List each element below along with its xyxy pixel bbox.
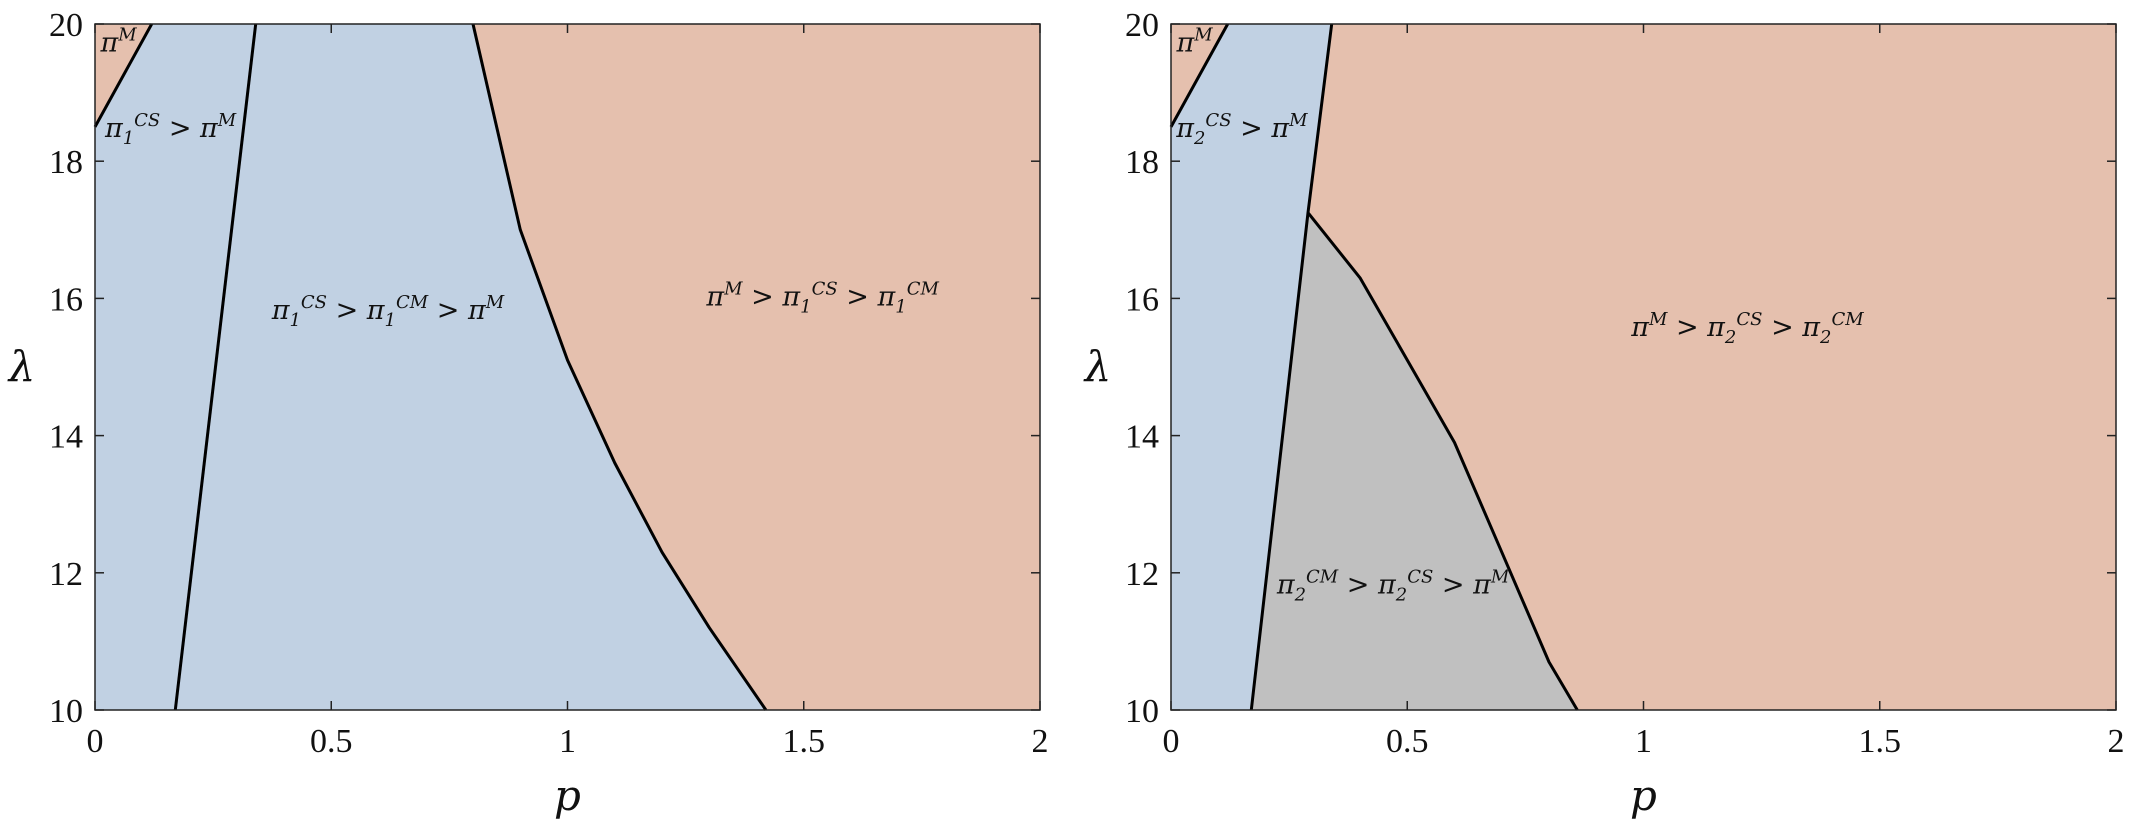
boundary-curve-0: [1169, 23, 1230, 128]
region-piM_gt_pi2CS_gt_pi2CM: [1308, 24, 2116, 710]
x-tick-label: 1: [559, 723, 576, 760]
x-tick-label: 2: [2108, 723, 2125, 760]
y-tick-label: 20: [1125, 7, 1159, 44]
y-tick-label: 10: [49, 693, 83, 730]
boundary-curve-1: [173, 23, 258, 711]
boundary-curve-2: [1306, 211, 1579, 711]
y-tick-label: 18: [49, 144, 83, 181]
y-tick-label: 10: [1125, 693, 1159, 730]
x-tick-label: 0: [87, 723, 104, 760]
x-tick-label: 1.5: [783, 723, 826, 760]
x-tick-label: 1: [1635, 723, 1652, 760]
region-piM_gt_pi1CS_gt_pi1CM: [473, 24, 1040, 710]
x-axis-label: p: [554, 771, 581, 820]
region-pi2CS_gt_piM: [1171, 24, 1332, 710]
region-label-pi_M_topleft: πM: [100, 24, 138, 58]
region-label-pi2CM_gt_pi2CS_gt_piM: π2CM > π2CS > πM: [1276, 566, 1510, 605]
y-axis-label: λ: [7, 342, 36, 391]
region-label-pi2CS_gt_piM: π2CS > πM: [1175, 110, 1308, 149]
chart-right: 0 0.5 1 1.5 2 10 12 14 16 18 20 p λ πM π2CS > πM π2CM >…: [1076, 0, 2152, 833]
y-tick-label: 12: [1125, 556, 1159, 593]
y-tick-label: 20: [49, 7, 83, 44]
x-axis-label: p: [1630, 771, 1657, 820]
region-label-piM_gt_pi2CS_gt_pi2CM: πM > π2CS > π2CM: [1630, 309, 1864, 348]
region-pi1CS_gt_piM: [95, 24, 256, 710]
y-axis-label: λ: [1083, 342, 1112, 391]
y-tick-label: 14: [49, 419, 83, 456]
x-tick-label: 0.5: [310, 723, 353, 760]
region-label-pi1CS_gt_pi1CM_gt_piM: π1CS > π1CM > πM: [271, 292, 505, 331]
y-tick-label: 14: [1125, 419, 1159, 456]
x-tick-label: 1.5: [1859, 723, 1902, 760]
region-pi1CS_gt_pi1CM_gt_piM: [175, 24, 766, 710]
boundary-curve-0: [93, 23, 154, 128]
y-tick-label: 16: [49, 281, 83, 318]
boundary-curve-2: [471, 23, 768, 711]
region-label-pi1CS_gt_piM: π1CS > πM: [104, 110, 237, 149]
y-tick-label: 16: [1125, 281, 1159, 318]
chart-left-svg: 0 0.5 1 1.5 2 10 12 14 16 18 20 p λ πM π1CS > πM π1CS >…: [7, 7, 1049, 820]
chart-right-svg: 0 0.5 1 1.5 2 10 12 14 16 18 20 p λ πM π2CS > πM π2CM >…: [1083, 7, 2125, 820]
region-label-pi_M_topleft: πM: [1176, 24, 1214, 58]
x-tick-label: 0: [1163, 723, 1180, 760]
y-tick-label: 18: [1125, 144, 1159, 181]
x-tick-label: 2: [1032, 723, 1049, 760]
x-tick-label: 0.5: [1386, 723, 1429, 760]
chart-left: 0 0.5 1 1.5 2 10 12 14 16 18 20 p λ πM π1CS > πM π1CS >…: [7, 7, 1049, 820]
y-tick-label: 12: [49, 556, 83, 593]
region-label-piM_gt_pi1CS_gt_pi1CM: πM > π1CS > π1CM: [705, 278, 939, 317]
region-pi2CM_gt_pi2CS_gt_piM: [1251, 212, 1578, 710]
